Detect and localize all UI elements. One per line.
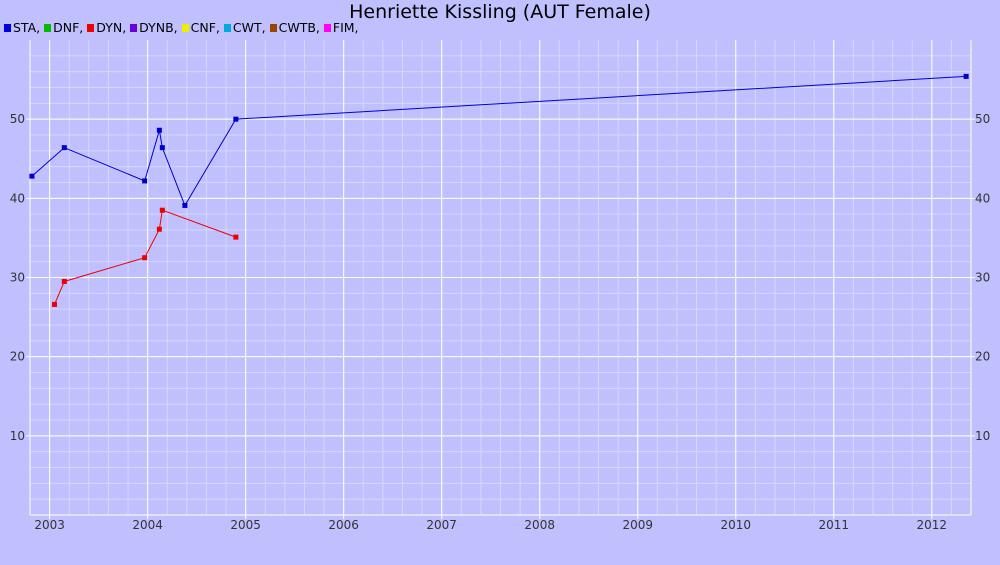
data-point-dyn	[61, 278, 67, 284]
legend-label: CWTB,	[278, 20, 320, 35]
x-tick-label: 2005	[230, 518, 261, 532]
x-tick-label: 2009	[622, 518, 653, 532]
x-tick-label: 2012	[917, 518, 948, 532]
y-tick-label-left: 10	[10, 429, 25, 443]
legend-label: STA,	[13, 20, 41, 35]
legend-label: DNF,	[53, 20, 84, 35]
data-point-sta	[61, 145, 67, 151]
data-point-sta	[156, 127, 162, 133]
data-point-sta	[233, 116, 239, 122]
y-tick-label-right: 40	[975, 191, 990, 205]
data-point-sta	[29, 173, 35, 179]
series-line-sta	[31, 75, 967, 207]
data-point-dyn	[142, 255, 148, 261]
legend-swatch	[269, 24, 277, 32]
x-tick-label: 2004	[132, 518, 163, 532]
legend-swatch	[87, 24, 95, 32]
data-point-sta	[182, 202, 188, 208]
data-point-sta	[963, 73, 969, 79]
legend-label: DYN,	[96, 20, 127, 35]
legend-label: DYNB,	[139, 20, 178, 35]
legend: STA, DNF, DYN, DYNB, CNF, CWT, CWTB, FIM,	[4, 20, 363, 35]
y-tick-label-left: 30	[10, 271, 25, 285]
legend-swatch	[223, 24, 231, 32]
x-tick-label: 2003	[34, 518, 65, 532]
x-tick-label: 2007	[426, 518, 457, 532]
legend-label: CWT,	[232, 20, 266, 35]
y-tick-label-left: 20	[10, 350, 25, 364]
legend-item-cwt: CWT,	[223, 20, 266, 35]
legend-swatch	[44, 24, 52, 32]
y-tick-label-right: 10	[975, 429, 990, 443]
legend-swatch	[130, 24, 138, 32]
y-tick-label-right: 30	[975, 271, 990, 285]
x-tick-label: 2011	[818, 518, 849, 532]
data-point-dyn	[233, 234, 239, 240]
data-point-dyn	[156, 226, 162, 232]
y-tick-label-right: 50	[975, 112, 990, 126]
legend-item-dyn: DYN,	[87, 20, 126, 35]
legend-item-fim: FIM,	[323, 20, 359, 35]
x-tick-label: 2006	[328, 518, 359, 532]
x-tick-label: 2010	[720, 518, 751, 532]
legend-item-dynb: DYNB,	[130, 20, 178, 35]
legend-item-cwtb: CWTB,	[269, 20, 320, 35]
y-tick-label-left: 50	[10, 112, 25, 126]
y-tick-label-right: 20	[975, 350, 990, 364]
legend-label: FIM,	[332, 20, 359, 35]
y-tick-label-left: 40	[10, 191, 25, 205]
series-line-dyn	[54, 209, 237, 305]
legend-swatch	[181, 24, 189, 32]
legend-swatch	[4, 24, 11, 32]
x-tick-label: 2008	[524, 518, 555, 532]
data-point-sta	[142, 178, 148, 184]
chart-title: Henriette Kissling (AUT Female)	[349, 1, 651, 23]
legend-item-dnf: DNF,	[44, 20, 83, 35]
data-point-dyn	[159, 207, 165, 213]
legend-swatch	[323, 24, 331, 32]
data-point-dyn	[52, 301, 58, 307]
legend-item-sta: STA,	[4, 20, 40, 35]
legend-item-cnf: CNF,	[181, 20, 220, 35]
data-point-sta	[159, 145, 165, 151]
legend-label: CNF,	[190, 20, 220, 35]
